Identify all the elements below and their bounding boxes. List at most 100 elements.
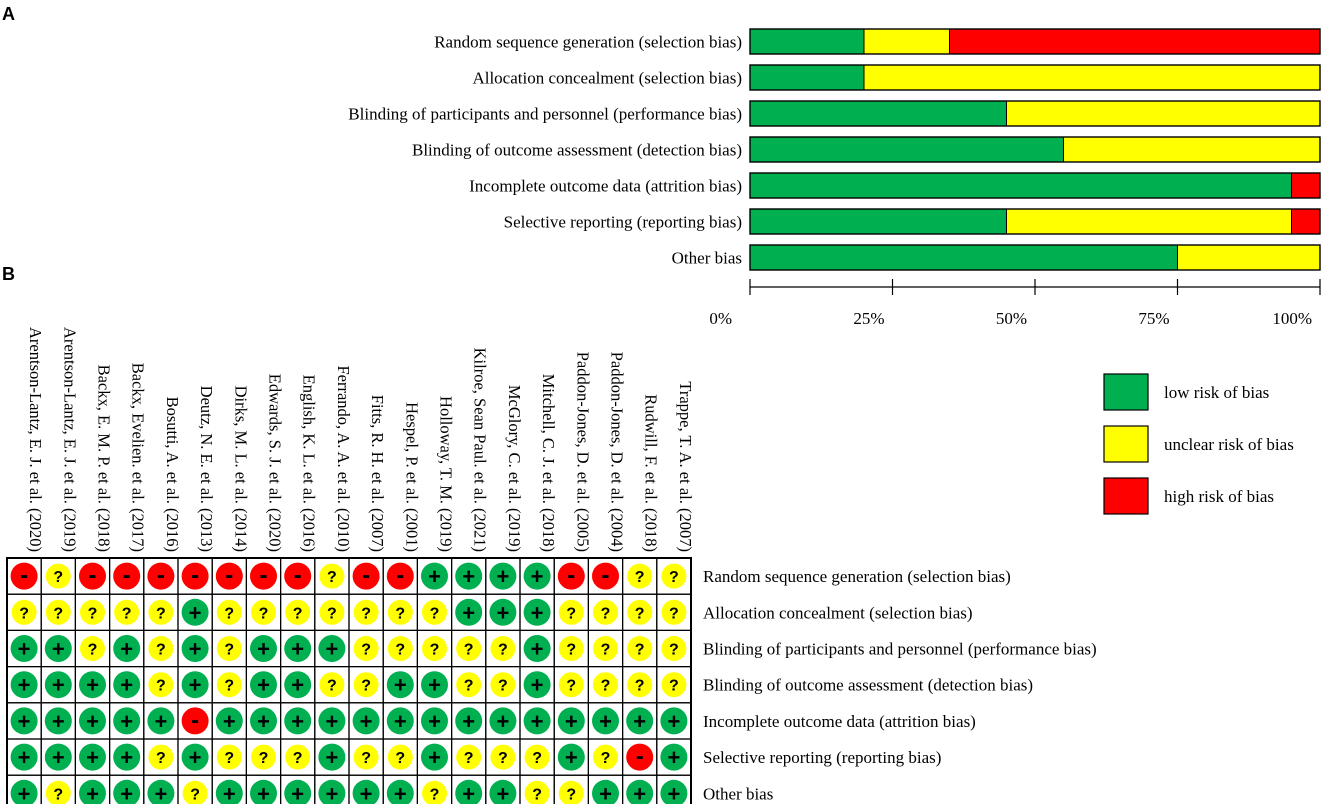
judgement-circle-low xyxy=(113,707,141,735)
judgement-symbol: + xyxy=(394,781,407,804)
judgement-circle-low xyxy=(181,743,209,771)
judgement-symbol: + xyxy=(531,673,544,698)
judgement-circle-low xyxy=(284,779,312,804)
panel-b-letter: B xyxy=(2,264,15,284)
judgement-symbol: + xyxy=(154,781,167,804)
judgement-circle-unclear xyxy=(148,744,174,770)
judgement-symbol: + xyxy=(120,673,133,698)
x-axis-tick-label: 0% xyxy=(709,309,732,328)
judgement-circle-unclear xyxy=(353,636,379,661)
judgement-symbol: ? xyxy=(361,678,371,695)
bar-outline xyxy=(749,244,1321,271)
judgement-circle-unclear xyxy=(45,563,71,589)
judgement-symbol: ? xyxy=(669,678,679,695)
study-label: Dirks, M. L. et al. (2014) xyxy=(231,386,250,552)
judgement-circle-low xyxy=(79,707,106,735)
bar-segment-unclear xyxy=(863,64,1321,91)
bar-segment-low xyxy=(749,244,1178,271)
judgement-circle-low xyxy=(386,671,414,699)
judgement-circle-low xyxy=(660,743,688,771)
judgement-circle-low xyxy=(284,707,312,735)
judgement-circle-high xyxy=(79,562,106,590)
judgement-circle-low xyxy=(318,635,346,662)
judgement-circle-unclear xyxy=(558,599,584,625)
study-label: Hespel, P. et al. (2001) xyxy=(402,402,421,552)
judgement-circle-high xyxy=(592,562,619,590)
judgement-circle-unclear xyxy=(387,636,413,661)
judgement-circle-high xyxy=(352,562,380,590)
judgement-circle-low xyxy=(181,635,209,662)
judgement-circle-low xyxy=(10,743,38,771)
domain-label: Other bias xyxy=(703,784,773,803)
judgement-symbol: + xyxy=(325,709,338,734)
judgement-circle-unclear xyxy=(319,563,345,589)
domain-label: Allocation concealment (selection bias) xyxy=(703,603,973,622)
judgement-symbol: ? xyxy=(19,605,29,622)
judgement-circle-low xyxy=(250,671,277,699)
judgement-circle-low xyxy=(113,743,141,771)
bar-segment-high xyxy=(1291,172,1321,199)
judgement-symbol: ? xyxy=(259,750,269,767)
judgement-symbol: ? xyxy=(53,786,63,803)
judgement-symbol: + xyxy=(52,637,65,662)
bar-category-label: Blinding of participants and personnel (… xyxy=(348,105,742,124)
judgement-circle-low xyxy=(79,671,106,699)
judgement-symbol: + xyxy=(531,637,544,662)
judgement-symbol: + xyxy=(428,745,441,770)
study-label: Backx, E. M. P. et al. (2018) xyxy=(95,365,114,552)
judgement-symbol: ? xyxy=(53,569,63,586)
judgement-circle-unclear xyxy=(216,744,242,770)
bar-segment-unclear xyxy=(1177,244,1321,271)
risk-of-bias-summary-bar-chart: Random sequence generation (selection bi… xyxy=(348,28,1321,328)
judgement-symbol: - xyxy=(191,562,199,589)
judgement-symbol: + xyxy=(189,745,202,770)
judgement-symbol: ? xyxy=(156,605,166,622)
bar-segment-low xyxy=(749,208,1007,235)
judgement-symbol: + xyxy=(496,600,509,625)
judgement-symbol: ? xyxy=(669,642,679,659)
judgement-circle-unclear xyxy=(114,599,140,625)
judgement-circle-unclear xyxy=(80,599,105,625)
judgement-circle-high xyxy=(557,562,585,590)
judgement-symbol: + xyxy=(257,673,270,698)
judgement-circle-low xyxy=(523,562,551,590)
judgement-symbol: - xyxy=(225,562,233,589)
judgement-circle-low xyxy=(44,635,72,662)
judgement-circle-low xyxy=(352,707,380,735)
judgement-symbol: + xyxy=(86,709,99,734)
judgement-circle-unclear xyxy=(353,672,379,698)
judgement-circle-unclear xyxy=(251,744,276,770)
judgement-symbol: ? xyxy=(635,678,645,695)
study-label: Paddon-Jones, D. et al. (2004) xyxy=(608,352,627,552)
judgement-symbol: + xyxy=(52,745,65,770)
bar-segment-low xyxy=(749,64,865,91)
legend-label-low: low risk of bias xyxy=(1164,383,1269,402)
judgement-symbol: + xyxy=(599,781,612,804)
judgement-circle-low xyxy=(181,598,209,626)
x-axis-tick-label: 50% xyxy=(996,309,1027,328)
judgement-symbol: - xyxy=(157,562,165,589)
legend-swatch-unclear xyxy=(1103,425,1149,463)
judgement-symbol: - xyxy=(20,562,28,589)
judgement-circle-unclear xyxy=(661,563,687,589)
judgement-symbol: + xyxy=(189,673,202,698)
judgement-symbol: + xyxy=(565,709,578,734)
judgement-symbol: + xyxy=(462,709,475,734)
judgement-circle-unclear xyxy=(524,780,550,804)
bar-outline xyxy=(749,172,1321,199)
judgement-circle-unclear xyxy=(285,744,311,770)
judgement-circle-unclear xyxy=(558,672,584,698)
judgement-symbol: + xyxy=(120,745,133,770)
judgement-symbol: ? xyxy=(532,786,542,803)
judgement-symbol: ? xyxy=(88,642,98,659)
judgement-symbol: + xyxy=(52,709,65,734)
risk-of-bias-study-grid: Arentson-Lantz, E. J. et al. (2020) Arent… xyxy=(6,327,1097,804)
judgement-symbol: ? xyxy=(327,569,337,586)
judgement-circle-low xyxy=(592,707,619,735)
judgement-symbol: ? xyxy=(122,605,132,622)
judgement-symbol: + xyxy=(394,709,407,734)
judgement-circle-unclear xyxy=(524,744,550,770)
study-label: Holloway, T. M. (2019) xyxy=(437,396,456,552)
domain-label: Blinding of participants and personnel (… xyxy=(703,640,1097,659)
